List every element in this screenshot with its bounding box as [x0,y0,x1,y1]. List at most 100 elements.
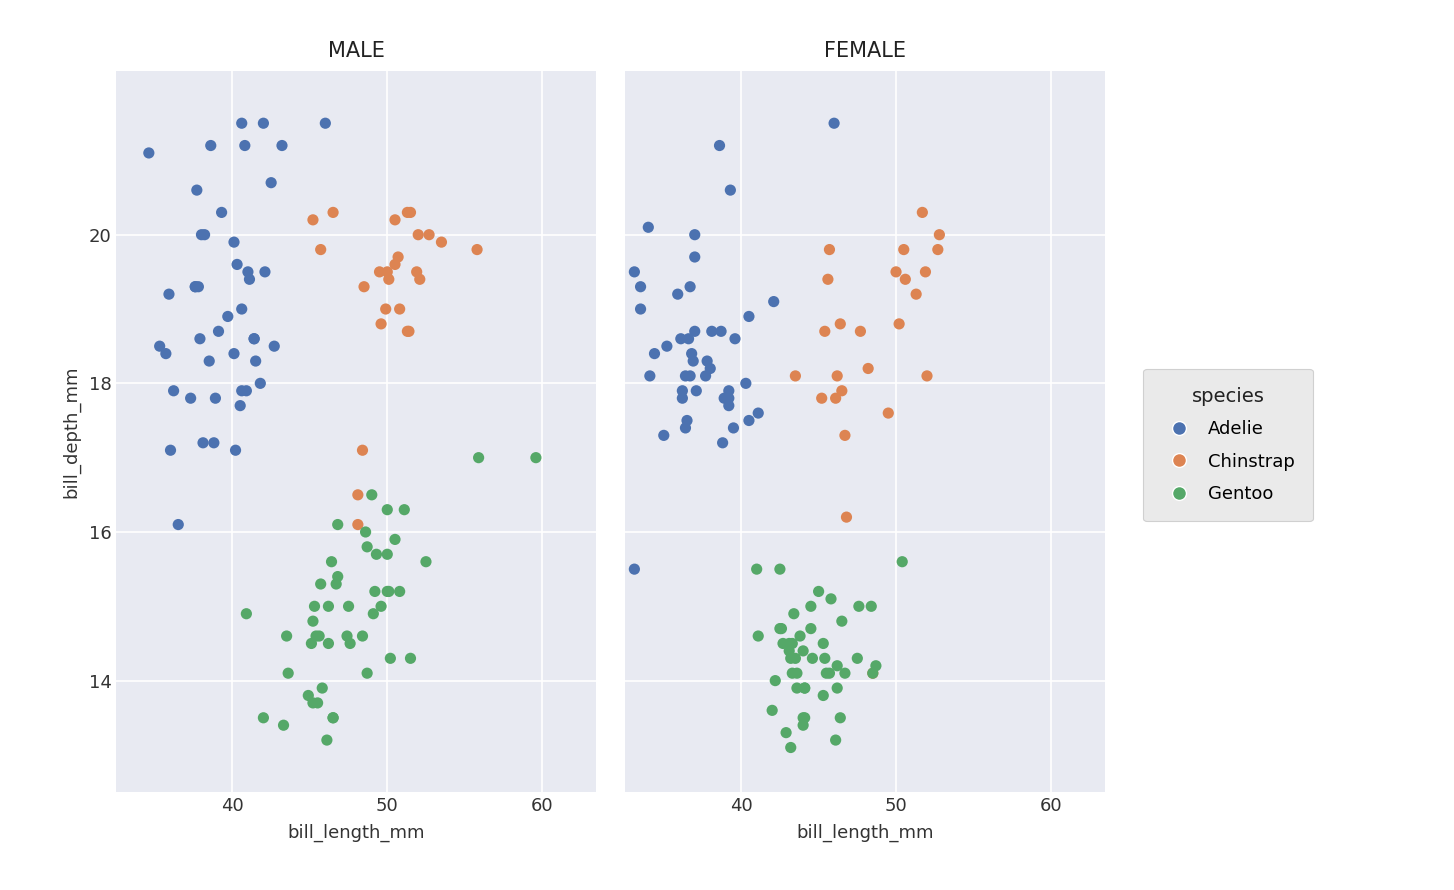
Point [398,651,422,666]
Point [321,710,345,724]
Point [253,264,276,279]
Point [910,206,933,220]
Point [270,139,294,153]
Point [670,391,694,405]
Point [830,614,853,628]
Point [746,629,769,643]
Point [222,235,246,249]
Point [238,272,262,287]
Point [785,681,808,695]
Point [301,696,324,710]
Point [275,629,298,643]
Point [782,607,806,621]
Point [377,585,400,599]
Point [161,384,185,398]
Point [846,651,869,666]
Point [398,206,422,220]
Point [206,324,230,338]
Point [192,436,215,450]
Point [167,517,190,531]
Point [185,183,208,198]
Point [781,666,804,680]
Point [800,599,823,613]
Point [243,332,266,346]
Point [244,354,268,368]
Point [792,681,816,695]
Point [375,264,398,279]
Point [916,368,939,383]
Point [778,643,801,658]
Point [792,710,816,724]
Point [816,272,839,287]
Point [310,242,333,256]
Point [375,585,398,599]
Point [209,206,233,220]
Point [350,443,374,457]
Point [830,384,853,398]
Point [801,651,824,666]
Point [230,116,253,130]
Point [190,228,214,242]
Point [388,302,411,316]
Point [183,279,206,294]
Point [710,324,733,338]
Point [374,302,397,316]
Point [823,116,846,130]
Point [321,710,345,724]
Legend: Adelie, Chinstrap, Gentoo: Adelie, Chinstrap, Gentoo [1143,368,1313,522]
Point [352,279,375,294]
Point [746,406,769,420]
Point [148,339,172,353]
Point [301,213,324,227]
Point [813,324,836,338]
Point [365,547,388,562]
Point [230,302,253,316]
Point [666,287,689,302]
Point [467,450,490,465]
Point [346,517,369,531]
Point [768,562,791,576]
Point [744,562,768,576]
Title: MALE: MALE [327,41,385,61]
Point [833,428,856,442]
Point [792,681,816,695]
Point [859,599,883,613]
Point [300,636,323,651]
Title: FEMALE: FEMALE [824,41,906,61]
Point [856,361,880,376]
Point [622,264,646,279]
Point [393,503,416,517]
Point [310,577,333,591]
Point [326,570,349,584]
Point [233,139,256,153]
Point [811,636,835,651]
Point [630,302,653,316]
Point [384,213,407,227]
Point [737,310,760,324]
Point [375,547,398,562]
Point [387,250,410,264]
Point [683,324,707,338]
Point [361,488,384,502]
Point [717,399,740,413]
Point [768,621,791,635]
Point [711,436,734,450]
Point [701,324,724,338]
Point [826,681,849,695]
Point [369,317,393,331]
Point [202,436,225,450]
Point [813,651,836,666]
Point [826,659,849,673]
Point [775,725,798,740]
Point [406,264,429,279]
Point [224,443,247,457]
Point [430,235,454,249]
Point [234,607,257,621]
Point [861,666,884,680]
Point [708,139,731,153]
Point [791,643,814,658]
Point [388,585,411,599]
Point [297,688,320,702]
Point [630,279,653,294]
Point [395,206,419,220]
